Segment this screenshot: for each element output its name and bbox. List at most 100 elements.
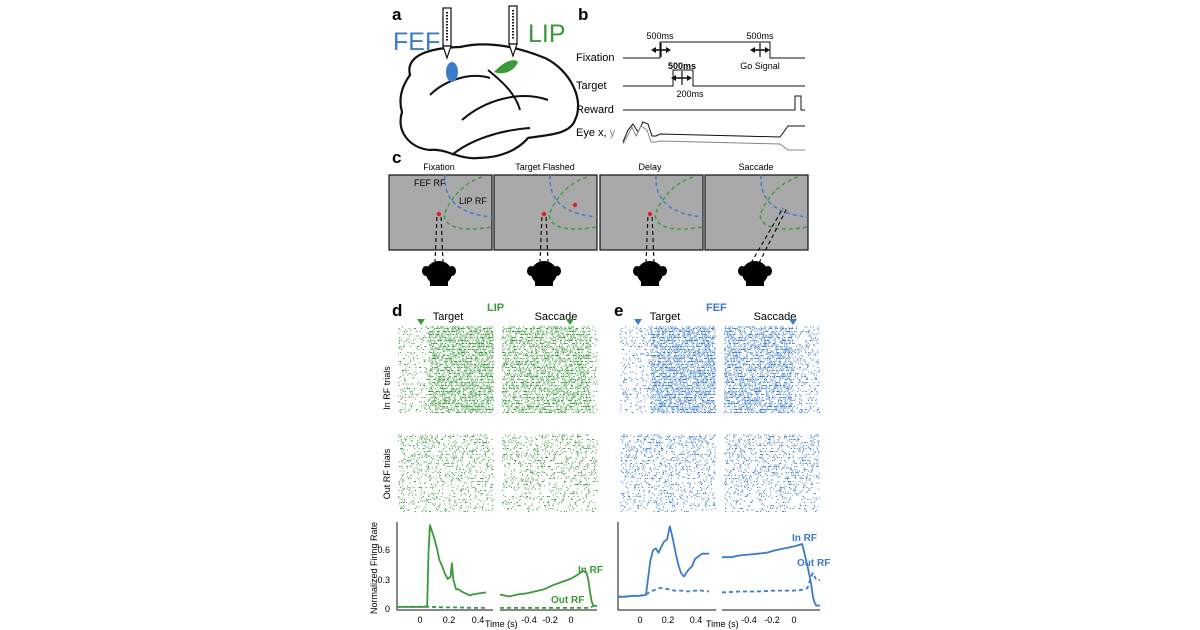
gaze-line [440, 213, 444, 264]
lip-psth [396, 522, 597, 611]
fef-align-saccade: Saccade [754, 311, 797, 323]
target-duration-label: 500ms [668, 61, 696, 71]
fixation-point [436, 211, 442, 217]
row-label-target: Target [576, 80, 607, 92]
fef-psth [617, 522, 820, 611]
target-trace [623, 69, 805, 87]
spike-raster [502, 326, 598, 414]
fix1-duration-label: 500ms [646, 31, 674, 41]
fef-xtick-left-0: 0 [637, 615, 642, 625]
fef-electrode [442, 7, 452, 60]
in-rf-trials-label: In RF trials [382, 366, 392, 410]
out-rf-line [721, 572, 820, 594]
frame-title-target: Target Flashed [515, 162, 575, 172]
fef-region [446, 62, 458, 82]
spike-raster [398, 434, 494, 513]
ytick-0: 0 [385, 604, 390, 614]
gaze-line [758, 207, 788, 264]
task-frame [388, 174, 493, 286]
task-frame [493, 174, 598, 286]
fef-rf-boundary [655, 174, 704, 218]
fef-rf-label: FEF RF [414, 178, 446, 188]
panel-letter-a: a [392, 5, 402, 24]
in-rf-line [722, 543, 820, 607]
monkey-head-icon [633, 261, 667, 286]
gap-duration-label: 200ms [676, 89, 704, 99]
lip-xtick-left-2: 0.4 [472, 615, 485, 625]
in-rf-line [397, 524, 487, 608]
lip-label: LIP [528, 20, 566, 48]
fef-xtick-right-0: -0.4 [741, 615, 757, 625]
task-frame [704, 174, 809, 286]
spike-raster [724, 326, 820, 414]
lip-legend-in: In RF [578, 565, 603, 576]
fef-xtick-left-2: 0.4 [690, 615, 703, 625]
spike-raster [620, 434, 716, 513]
fef-xtick-right-1: -0.2 [764, 615, 780, 625]
fef-label: FEF [393, 28, 440, 56]
eye-x-trace [622, 121, 805, 143]
fef-xtick-left-1: 0.2 [662, 615, 675, 625]
lip-saccade-marker [566, 319, 574, 325]
gaze-line [434, 213, 438, 264]
panel-letter-d: d [392, 301, 402, 320]
panel-letter-e: e [614, 301, 623, 320]
fef-target-marker [634, 319, 642, 325]
spike-raster [502, 434, 598, 513]
gaze-line [545, 213, 549, 264]
reward-trace [623, 95, 805, 111]
fef-xlabel: Time (s) [706, 619, 739, 629]
out-rf-trials-label: Out RF trials [382, 448, 392, 499]
lip-rf-label: LIP RF [459, 196, 487, 206]
panel-b: b Fixation Target Reward Eye x, y 500ms 5… [576, 5, 805, 151]
lip-xtick-right-1: -0.2 [542, 615, 558, 625]
lip-target-marker [417, 319, 425, 325]
brain-sulcus [461, 95, 549, 121]
fef-align-target: Target [650, 311, 681, 323]
spike-raster [724, 434, 820, 513]
target-point [572, 202, 578, 208]
task-frame [599, 174, 704, 286]
task-frames [388, 174, 809, 286]
fixation-point [647, 211, 653, 217]
lip-xtick-left-1: 0.2 [443, 615, 456, 625]
fix2-duration-label: 500ms [746, 31, 774, 41]
row-label-fixation: Fixation [576, 52, 615, 64]
row-label-eye: Eye x, y [576, 127, 616, 139]
lip-legend-out: Out RF [551, 595, 584, 606]
out-rf-line [617, 587, 710, 598]
fixation-trace [623, 41, 805, 59]
fef-area-title: FEF [706, 302, 727, 314]
in-rf-line [618, 525, 709, 598]
lip-xtick-right-2: 0 [568, 615, 573, 625]
lip-xlabel: Time (s) [485, 619, 518, 629]
fef-legend-in: In RF [792, 533, 817, 544]
frame-title-delay: Delay [638, 162, 662, 172]
monkey-head-icon [738, 261, 772, 286]
spike-raster [398, 326, 494, 414]
go-signal-label: Go Signal [740, 61, 780, 71]
fix1-duration-arrow [651, 43, 671, 57]
row-label-reward: Reward [576, 104, 614, 116]
spike-raster [620, 326, 716, 414]
target-duration-arrow [671, 71, 692, 85]
fef-xtick-right-2: 0 [791, 615, 796, 625]
frame-title-saccade: Saccade [738, 162, 773, 172]
monkey-head-icon [527, 261, 561, 286]
gaze-line [651, 213, 655, 264]
panel-c: c Fixation Target Flashed Delay Saccade … [388, 148, 809, 286]
panel-d: d LIP Target Saccade In RF trials Out RF… [369, 301, 603, 629]
lip-rasters [398, 326, 598, 513]
brain-sulcus [487, 69, 521, 111]
lip-align-target: Target [433, 311, 464, 323]
panel-letter-c: c [392, 148, 401, 167]
gaze-line [645, 213, 649, 264]
brain-outline [399, 43, 580, 160]
fixation-point [541, 211, 547, 217]
lip-xtick-right-0: -0.4 [521, 615, 537, 625]
lip-region [494, 60, 518, 74]
fef-rf-boundary [444, 174, 493, 218]
panel-a: a FEF LIP [392, 5, 580, 160]
fef-rf-boundary [549, 174, 598, 218]
